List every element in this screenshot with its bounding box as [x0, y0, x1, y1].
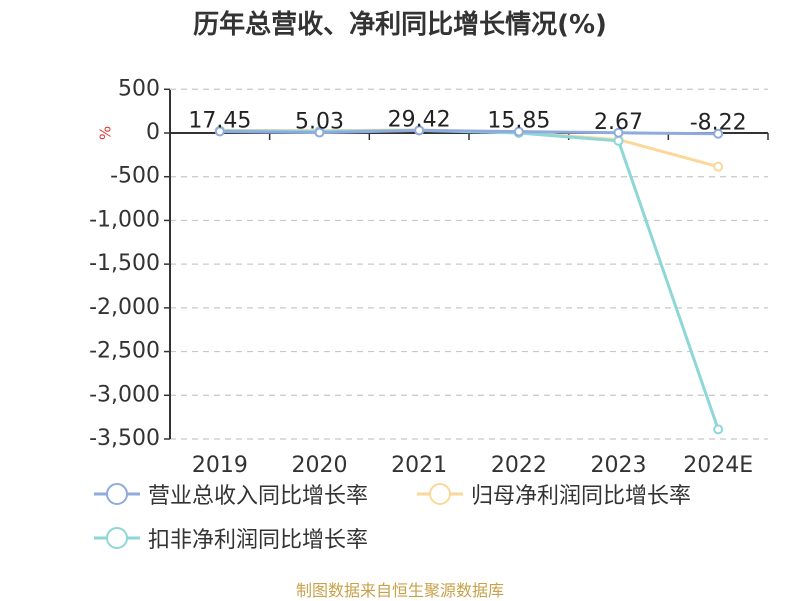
x-tick-label: 2020 [292, 453, 348, 478]
y-tick-label: -2,500 [89, 339, 160, 364]
y-tick-label: -1,500 [89, 251, 160, 276]
data-point [314, 127, 325, 138]
legend-label: 营业总收入同比增长率 [148, 484, 369, 509]
data-point [513, 126, 524, 137]
series-points [214, 124, 724, 435]
data-labels: 17.45 5.03 29.42 15.85 2.67 -8.22 [188, 107, 746, 135]
data-label: 15.85 [487, 109, 550, 134]
legend-marker-icon [94, 483, 140, 505]
y-tick-label: -3,500 [89, 426, 160, 451]
y-axis-label: % [97, 126, 115, 140]
data-point [613, 127, 624, 138]
data-label: 5.03 [295, 110, 344, 135]
x-tick-labels: 2019 2020 2021 2022 2023 2024E [192, 453, 753, 478]
data-point [414, 125, 425, 136]
y-tick-label: -500 [110, 164, 160, 189]
x-tick-label: 2019 [192, 453, 248, 478]
data-point [214, 126, 225, 137]
series-line [219, 128, 719, 136]
legend-label: 扣非净利润同比增长率 [148, 528, 369, 553]
legend-item-net-profit[interactable]: 归母净利润同比增长率 [415, 478, 691, 510]
x-tick-label: 2024E [683, 453, 753, 478]
x-tick-label: 2023 [591, 453, 647, 478]
data-point [613, 135, 624, 146]
data-point [713, 424, 724, 435]
data-label: -8.22 [690, 111, 747, 136]
data-point [713, 161, 724, 172]
legend-item-deducted-profit[interactable]: 扣非净利润同比增长率 [92, 522, 368, 554]
y-tick-label: -2,000 [89, 295, 160, 320]
y-tick-label: -1,000 [89, 207, 160, 232]
source-note: 制图数据来自恒生聚源数据库 [295, 581, 504, 600]
chart-title: 历年总营收、净利同比增长情况(%) [193, 10, 607, 40]
x-tick-label: 2022 [491, 453, 547, 478]
y-tick-labels: 500 0 -500 -1,000 -1,500 -2,000 -2,500 -3,000 -3… [89, 76, 160, 451]
data-label: 2.67 [594, 110, 643, 135]
grid-lines [164, 88, 768, 440]
legend-label: 归母净利润同比增长率 [471, 484, 692, 509]
y-tick-label: 500 [118, 76, 160, 101]
data-label: 29.42 [388, 107, 451, 132]
series-line [219, 128, 720, 430]
y-tick-label: 0 [146, 120, 160, 145]
series-lines [219, 128, 720, 430]
data-label: 17.45 [188, 108, 251, 133]
y-tick-label: -3,000 [89, 382, 160, 407]
x-tick-label: 2021 [391, 453, 447, 478]
legend-item-revenue[interactable]: 营业总收入同比增长率 [92, 478, 368, 510]
data-point [713, 128, 724, 139]
legend-marker-icon [94, 527, 140, 549]
legend-marker-icon [417, 483, 463, 505]
